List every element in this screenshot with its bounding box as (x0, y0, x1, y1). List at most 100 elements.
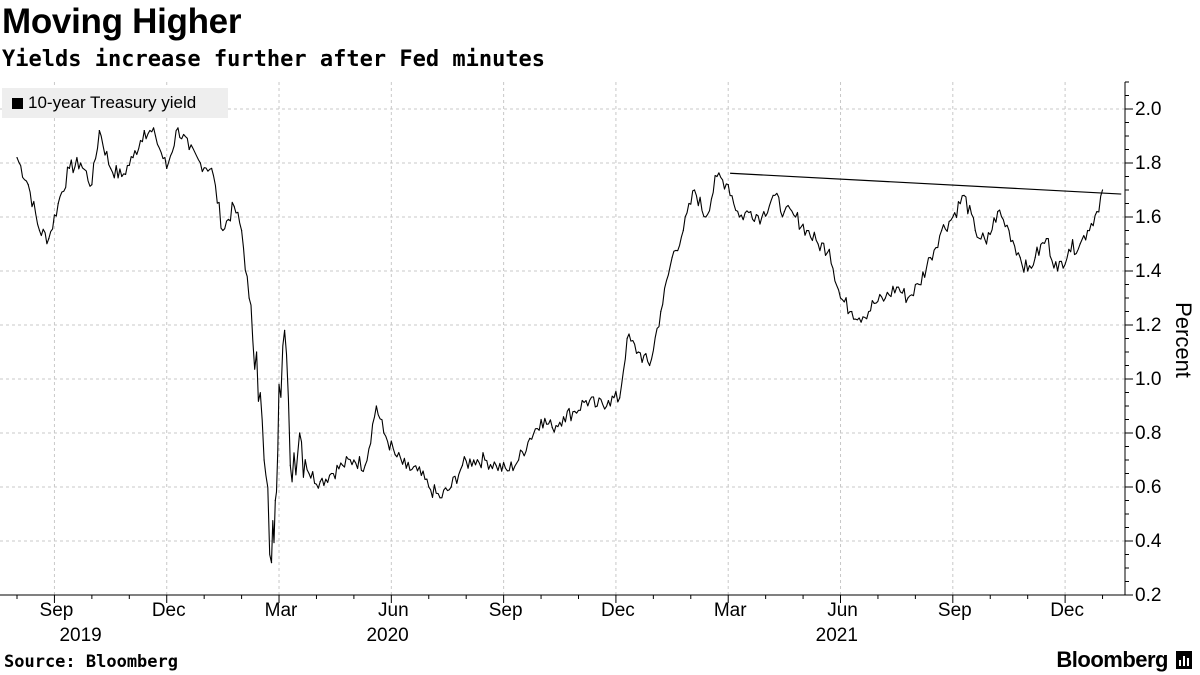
data-point (1019, 256, 1021, 259)
x-tick-label: Dec (601, 600, 635, 621)
data-point (132, 157, 134, 159)
data-point (907, 297, 909, 299)
y-tick-label: 2.0 (1135, 99, 1161, 120)
data-point (394, 454, 396, 456)
data-point (364, 464, 366, 466)
data-point (248, 297, 250, 299)
y-tick-label: 1.0 (1135, 369, 1161, 390)
data-point (929, 256, 931, 259)
data-point (299, 432, 301, 434)
data-point (284, 329, 286, 331)
data-point (918, 283, 920, 286)
trendline (730, 172, 1122, 195)
y-tick-label: 1.8 (1135, 153, 1161, 174)
data-point (1008, 229, 1010, 232)
y-tick-label: 0.6 (1135, 477, 1161, 498)
data-point (693, 189, 696, 191)
data-point (551, 427, 553, 429)
data-point (974, 229, 976, 232)
data-point (952, 216, 954, 218)
data-point (1096, 211, 1098, 213)
y-tick-label: 0.8 (1135, 423, 1161, 444)
data-point (963, 194, 965, 196)
y-tick-label: 1.6 (1135, 207, 1161, 228)
data-point (626, 337, 628, 340)
data-point (166, 167, 168, 169)
data-point (619, 397, 621, 399)
data-point (596, 405, 598, 407)
data-point (289, 464, 291, 466)
data-point (342, 464, 344, 466)
data-point (783, 211, 785, 213)
data-point (529, 437, 531, 439)
data-point (461, 464, 464, 466)
y-axis-title: Percent (1171, 302, 1196, 378)
y-tick-label: 0.4 (1135, 531, 1162, 552)
y-tick-label: 1.2 (1135, 315, 1161, 336)
data-point (57, 202, 59, 205)
data-point (353, 459, 355, 461)
data-point (405, 467, 407, 469)
data-point (1086, 229, 1089, 232)
data-point (738, 216, 741, 218)
data-point (263, 459, 265, 461)
data-point (806, 229, 808, 232)
data-point (270, 562, 273, 564)
data-point (1057, 270, 1059, 272)
data-point (682, 229, 684, 232)
data-point (98, 130, 100, 132)
data-point (1045, 238, 1047, 240)
data-point (727, 184, 729, 186)
legend: 10-year Treasury yield (2, 88, 228, 118)
chart-subtitle: Yields increase further after Fed minute… (2, 47, 546, 72)
data-point (506, 470, 508, 472)
data-point (671, 256, 673, 259)
legend-swatch (12, 98, 23, 109)
data-point (255, 351, 258, 353)
year-label: 2019 (59, 625, 101, 646)
data-point (177, 127, 179, 129)
data-point (240, 229, 243, 232)
data-point (1027, 270, 1029, 272)
data-point (27, 184, 29, 186)
data-point (637, 351, 639, 353)
data-point (330, 472, 333, 475)
data-point (319, 481, 321, 483)
data-point (705, 216, 707, 218)
data-point (607, 400, 610, 402)
x-tick-label: Sep (489, 600, 523, 621)
data-point (91, 184, 93, 186)
data-point (1068, 248, 1070, 250)
x-tick-label: Mar (714, 600, 747, 621)
series-line (16, 127, 1104, 564)
x-tick-label: Dec (1050, 600, 1084, 621)
data-point (428, 486, 430, 488)
data-point (484, 459, 486, 461)
data-point (873, 302, 875, 304)
data-point (839, 297, 842, 299)
data-point (997, 211, 999, 213)
data-point (794, 216, 797, 218)
data-point (772, 194, 774, 196)
data-point (68, 167, 71, 169)
data-point (375, 405, 377, 407)
data-point (817, 243, 819, 245)
data-point (1101, 189, 1104, 191)
data-point (211, 167, 213, 169)
data-point (416, 470, 419, 472)
data-point (884, 297, 887, 299)
data-point (222, 229, 224, 232)
data-point (143, 130, 145, 132)
data-point (121, 175, 123, 178)
data-point (761, 216, 763, 218)
data-point (716, 175, 718, 178)
x-tick-label: Sep (40, 600, 74, 621)
data-point (940, 229, 943, 232)
bloomberg-logo: Bloomberg (1056, 647, 1168, 672)
data-point (109, 167, 112, 169)
year-label: 2020 (366, 625, 408, 646)
y-tick-label: 0.2 (1135, 585, 1161, 606)
year-label: 2021 (816, 625, 858, 646)
data-point (38, 229, 41, 232)
